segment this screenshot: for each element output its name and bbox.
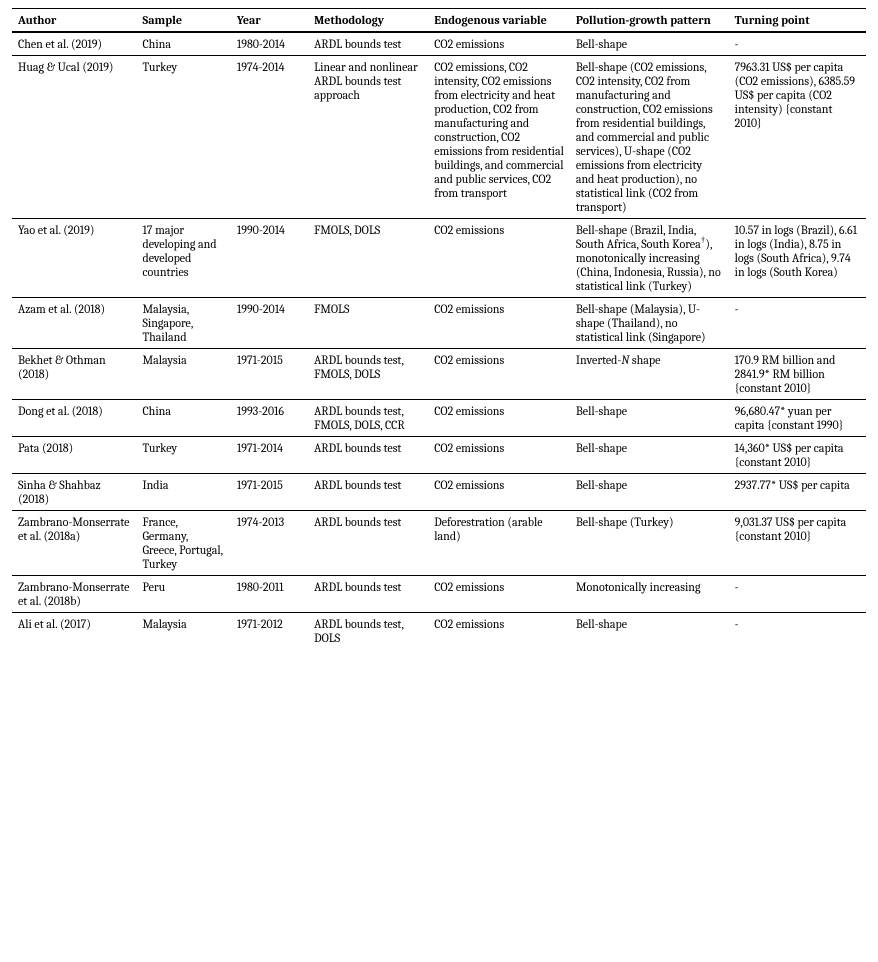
table-row: Dong et al. (2018)China1993-2016ARDL bou… [12, 400, 866, 437]
table-cell: 1971-2014 [231, 437, 308, 474]
table-cell: ARDL bounds test [308, 474, 428, 511]
table-cell: Bell-shape [570, 613, 729, 650]
table-cell: 1971-2015 [231, 474, 308, 511]
table-cell: 17 major developing and developed countr… [136, 219, 230, 298]
table-cell: ARDL bounds test [308, 437, 428, 474]
column-header: Author [12, 9, 136, 33]
table-cell: ARDL bounds test [308, 576, 428, 613]
table-cell: 7963.31 US$ per capita (CO2 emissions), … [729, 56, 866, 219]
table-cell: China [136, 32, 230, 56]
table-cell: Turkey [136, 56, 230, 219]
table-cell: 170.9 RM billion and 2841.9* RM billion … [729, 349, 866, 400]
table-cell: Bell-shape [570, 474, 729, 511]
table-cell: France, Germany, Greece, Portugal, Turke… [136, 511, 230, 576]
table-row: Azam et al. (2018)Malaysia, Singapore, T… [12, 298, 866, 349]
table-cell: ARDL bounds test, FMOLS, DOLS [308, 349, 428, 400]
table-cell: Ali et al. (2017) [12, 613, 136, 650]
table-cell: Huag & Ucal (2019) [12, 56, 136, 219]
table-cell: Chen et al. (2019) [12, 32, 136, 56]
table-body: Chen et al. (2019)China1980-2014ARDL bou… [12, 32, 866, 649]
column-header: Year [231, 9, 308, 33]
table-cell: 14,360* US$ per capita {constant 2010} [729, 437, 866, 474]
table-cell: India [136, 474, 230, 511]
table-cell: Turkey [136, 437, 230, 474]
table-cell: Bell-shape [570, 400, 729, 437]
table-cell: Zambrano-Monserrate et al. (2018a) [12, 511, 136, 576]
literature-survey-table: AuthorSampleYearMethodologyEndogenous va… [12, 8, 866, 649]
table-cell: 1990-2014 [231, 219, 308, 298]
table-cell: 2937.77* US$ per capita [729, 474, 866, 511]
table-cell: 1974-2014 [231, 56, 308, 219]
table-cell: - [729, 613, 866, 650]
table-cell: 1971-2012 [231, 613, 308, 650]
table-cell: CO2 emissions [428, 576, 570, 613]
table-cell: - [729, 298, 866, 349]
table-header-row: AuthorSampleYearMethodologyEndogenous va… [12, 9, 866, 33]
table-cell: Malaysia [136, 613, 230, 650]
table-row: Chen et al. (2019)China1980-2014ARDL bou… [12, 32, 866, 56]
table-cell: CO2 emissions [428, 437, 570, 474]
table-cell: Azam et al. (2018) [12, 298, 136, 349]
table-cell: ARDL bounds test, FMOLS, DOLS, CCR [308, 400, 428, 437]
table-cell: CO2 emissions [428, 474, 570, 511]
table-cell: 9,031.37 US$ per capita {constant 2010} [729, 511, 866, 576]
column-header: Methodology [308, 9, 428, 33]
table-cell: China [136, 400, 230, 437]
table-cell: Bell-shape [570, 32, 729, 56]
table-cell: CO2 emissions, CO2 intensity, CO2 emissi… [428, 56, 570, 219]
table-cell: Bell-shape (Malaysia), U-shape (Thailand… [570, 298, 729, 349]
table-cell: 1971-2015 [231, 349, 308, 400]
column-header: Pollution-growth pattern [570, 9, 729, 33]
table-row: Ali et al. (2017)Malaysia1971-2012ARDL b… [12, 613, 866, 650]
table-cell: CO2 emissions [428, 32, 570, 56]
table-cell: 1974-2013 [231, 511, 308, 576]
table-cell: 96,680.47* yuan per capita {constant 199… [729, 400, 866, 437]
table-cell: - [729, 576, 866, 613]
table-cell: Bell-shape (Turkey) [570, 511, 729, 576]
table-cell: Bell-shape [570, 437, 729, 474]
table-row: Zambrano-Monserrate et al. (2018a)France… [12, 511, 866, 576]
table-cell: Yao et al. (2019) [12, 219, 136, 298]
table-cell: Deforestration (arable land) [428, 511, 570, 576]
table-cell: 1980-2011 [231, 576, 308, 613]
table-cell: 1993-2016 [231, 400, 308, 437]
table-cell: Dong et al. (2018) [12, 400, 136, 437]
table-cell: FMOLS [308, 298, 428, 349]
table-cell: Linear and nonlinear ARDL bounds test ap… [308, 56, 428, 219]
table-cell: ARDL bounds test [308, 511, 428, 576]
table-cell: Peru [136, 576, 230, 613]
table-cell: 1980-2014 [231, 32, 308, 56]
table-cell: 1990-2014 [231, 298, 308, 349]
table-cell: Malaysia, Singapore, Thailand [136, 298, 230, 349]
table-cell: Zambrano-Monserrate et al. (2018b) [12, 576, 136, 613]
table-row: Sinha & Shahbaz (2018)India1971-2015ARDL… [12, 474, 866, 511]
table-cell: Malaysia [136, 349, 230, 400]
table-cell: Inverted-N shape [570, 349, 729, 400]
table-cell: Bell-shape (Brazil, India, South Africa,… [570, 219, 729, 298]
table-cell: Bekhet & Othman (2018) [12, 349, 136, 400]
table-cell: - [729, 32, 866, 56]
table-row: Zambrano-Monserrate et al. (2018b)Peru19… [12, 576, 866, 613]
table-cell: Sinha & Shahbaz (2018) [12, 474, 136, 511]
table-cell: ARDL bounds test, DOLS [308, 613, 428, 650]
table-header: AuthorSampleYearMethodologyEndogenous va… [12, 9, 866, 33]
table-cell: CO2 emissions [428, 349, 570, 400]
table-cell: FMOLS, DOLS [308, 219, 428, 298]
table-cell: Pata (2018) [12, 437, 136, 474]
table-cell: CO2 emissions [428, 613, 570, 650]
table-cell: Monotonically increasing [570, 576, 729, 613]
table-cell: ARDL bounds test [308, 32, 428, 56]
table-cell: 10.57 in logs (Brazil), 6.61 in logs (In… [729, 219, 866, 298]
table-row: Pata (2018)Turkey1971-2014ARDL bounds te… [12, 437, 866, 474]
table-row: Bekhet & Othman (2018)Malaysia1971-2015A… [12, 349, 866, 400]
column-header: Sample [136, 9, 230, 33]
table-cell: Bell-shape (CO2 emissions, CO2 intensity… [570, 56, 729, 219]
table-cell: CO2 emissions [428, 400, 570, 437]
column-header: Endogenous variable [428, 9, 570, 33]
table-row: Yao et al. (2019)17 major developing and… [12, 219, 866, 298]
table-cell: CO2 emissions [428, 298, 570, 349]
table-cell: CO2 emissions [428, 219, 570, 298]
column-header: Turning point [729, 9, 866, 33]
table-row: Huag & Ucal (2019)Turkey1974-2014Linear … [12, 56, 866, 219]
